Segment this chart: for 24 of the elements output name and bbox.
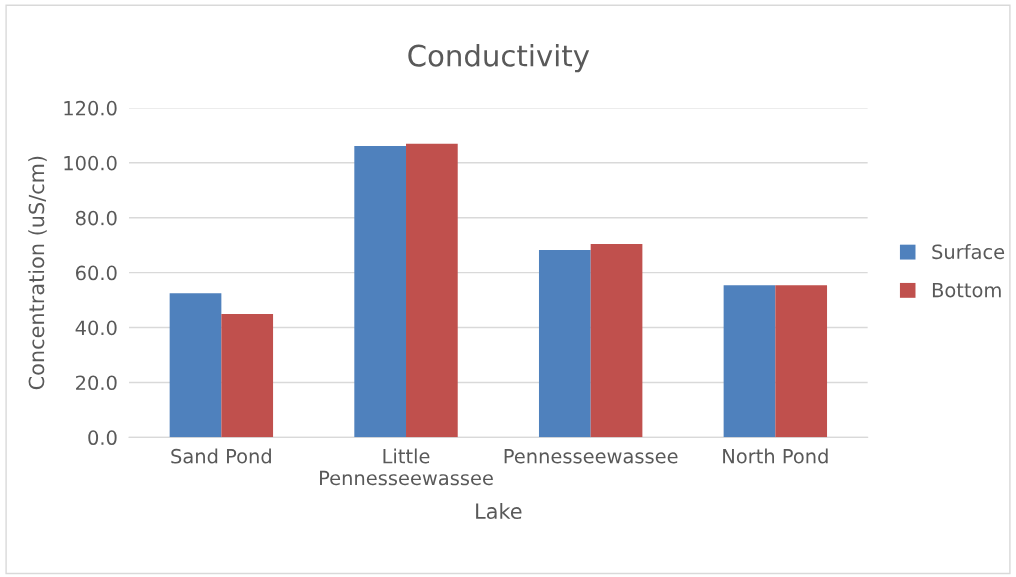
x-tick-label: Pennesseewassee xyxy=(504,449,678,464)
y-tick-label: 40.0 xyxy=(75,320,117,336)
bar xyxy=(775,285,828,438)
bar xyxy=(723,285,776,438)
bar xyxy=(590,244,643,438)
y-axis-title: Concentration (uS/cm) xyxy=(28,156,47,390)
y-tick-label: 60.0 xyxy=(75,265,117,281)
x-tick-label: Little Pennesseewassee xyxy=(320,448,493,486)
y-tick-label: 0.0 xyxy=(88,430,117,446)
bar xyxy=(221,314,274,438)
y-tick-label: 80.0 xyxy=(75,210,117,226)
x-tick-label: North Pond xyxy=(723,448,828,464)
bar xyxy=(538,250,591,438)
bar xyxy=(354,146,407,438)
bar xyxy=(169,293,222,438)
x-axis-title: Lake xyxy=(476,502,522,520)
legend-label: Bottom xyxy=(932,282,1001,298)
y-tick-label: 100.0 xyxy=(64,155,117,171)
y-tick-label: 120.0 xyxy=(64,100,117,116)
legend-label: Surface xyxy=(932,244,1005,260)
bar xyxy=(406,143,458,438)
x-tick-label: Sand Pond xyxy=(171,448,271,464)
chart-title: Conductivity xyxy=(408,44,590,73)
y-tick-label: 20.0 xyxy=(76,375,117,391)
